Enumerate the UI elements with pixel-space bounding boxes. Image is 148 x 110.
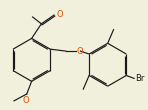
Text: Br: Br — [135, 74, 144, 83]
Text: O: O — [22, 96, 29, 105]
Text: O: O — [77, 47, 83, 56]
Text: O: O — [56, 10, 63, 19]
